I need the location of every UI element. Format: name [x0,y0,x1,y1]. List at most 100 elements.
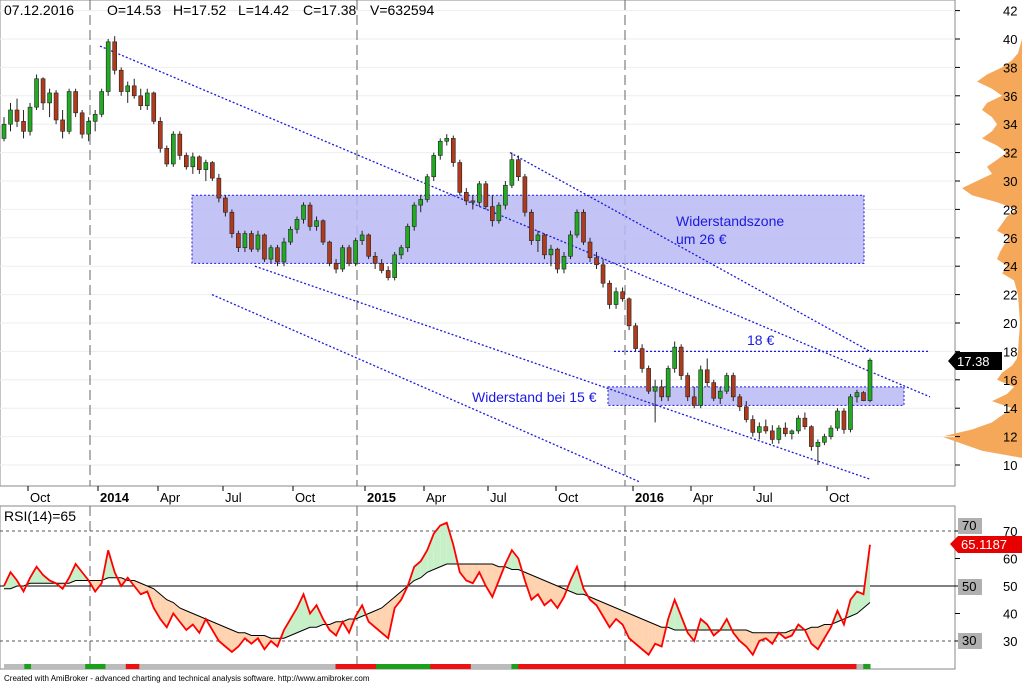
candle-body [398,247,404,256]
candle-body [424,176,430,200]
candle-body [118,69,124,92]
rsi-level-30-label: 30 [962,633,976,648]
candle-body [691,396,697,406]
signal-segment [206,664,215,669]
candle-body [170,133,176,165]
candle-body [385,270,391,278]
candle-body [47,92,52,104]
signal-segment [653,664,661,669]
candle-body [268,247,274,260]
x-tick-label: Jul [225,490,242,505]
signal-segment [274,664,282,669]
rsi-fill-segment [166,599,174,628]
candle-body [288,228,293,243]
signal-segment [484,664,492,669]
signal-segment [200,664,208,669]
rsi-level-70-label: 70 [962,518,976,533]
signal-segment [10,664,19,669]
candle-body [392,254,397,278]
candle-body [366,234,371,257]
price-tick-label: 30 [1003,174,1017,189]
signal-segment [240,664,249,669]
x-tick-label: Oct [829,490,850,505]
resistance-zone-26 [191,194,865,264]
rsi-fill-segment [10,572,18,589]
rsi-fill-segment [440,522,447,567]
annotation-zone-line1: Widerstandszone [676,213,784,229]
candle-body [555,248,560,270]
header-close: C=17.38 [303,2,357,18]
signal-segment [186,664,194,669]
rsi-fill-segment [544,580,551,606]
candle-body [197,156,202,170]
x-tick-label: Apr [160,490,181,505]
candle-body [86,121,91,135]
x-tick-label: Oct [295,490,316,505]
rsi-fill-segment [466,564,473,584]
x-tick-label: Oct [30,490,51,505]
candle-body [561,255,567,270]
candle-body [457,162,463,193]
rsi-fill-segment [225,627,232,652]
signal-segment [64,664,73,669]
signal-segment [294,664,303,669]
candle-body [281,241,287,263]
candle-body [809,426,814,447]
signal-segment [443,664,452,669]
candle-body [835,410,840,429]
signal-segment [342,664,350,669]
price-tick-label: 40 [1003,32,1017,47]
signal-segment [477,664,485,669]
signal-segment [234,664,242,669]
signal-segment [166,664,174,669]
signal-segment [856,664,864,669]
signal-bar [4,664,871,669]
candle-body [828,427,834,437]
signal-segment [849,664,857,669]
signal-segment [565,664,573,669]
signal-segment [220,664,228,669]
signal-segment [464,664,472,669]
rsi-fill-segment [609,605,617,628]
rsi-fill-segment [218,624,226,647]
rsi-fill-segment [511,550,519,570]
signal-segment [572,664,580,669]
signal-segment [538,664,546,669]
candle-body [327,241,332,264]
signal-segment [328,664,337,669]
signal-segment [267,664,276,669]
candle-body [21,121,26,132]
rsi-fill-segment [283,619,291,639]
signal-segment [592,664,600,669]
rsi-fill-segment [603,602,610,628]
signal-segment [281,664,289,669]
signal-segment [369,664,377,669]
rsi-fill-segment [765,632,773,644]
signal-segment [633,664,641,669]
candle-body [678,346,684,376]
candle-body [626,298,632,327]
candle-body [477,183,482,203]
candle-body [359,234,365,241]
candle-body [431,155,437,178]
rsi-fill-segment [642,619,649,655]
rsi-fill-segment [290,608,298,636]
candle-body [79,112,85,135]
candle-body [613,291,619,305]
signal-segment [788,664,797,669]
rsi-fill-segment [179,608,187,630]
rsi-fill-segment [485,564,493,597]
signal-segment [58,664,66,669]
rsi-line [3,521,871,657]
candle-body [789,430,795,435]
candle-body [587,241,593,258]
header-volume: V=632594 [370,2,434,18]
candle-body [490,206,495,222]
rsi-fill-segment [629,613,636,644]
signal-segment [349,664,357,669]
rsi-fill-segment [75,564,83,581]
signal-segment [667,664,675,669]
candle-body [652,386,658,392]
rsi-fill-segment [655,624,662,647]
